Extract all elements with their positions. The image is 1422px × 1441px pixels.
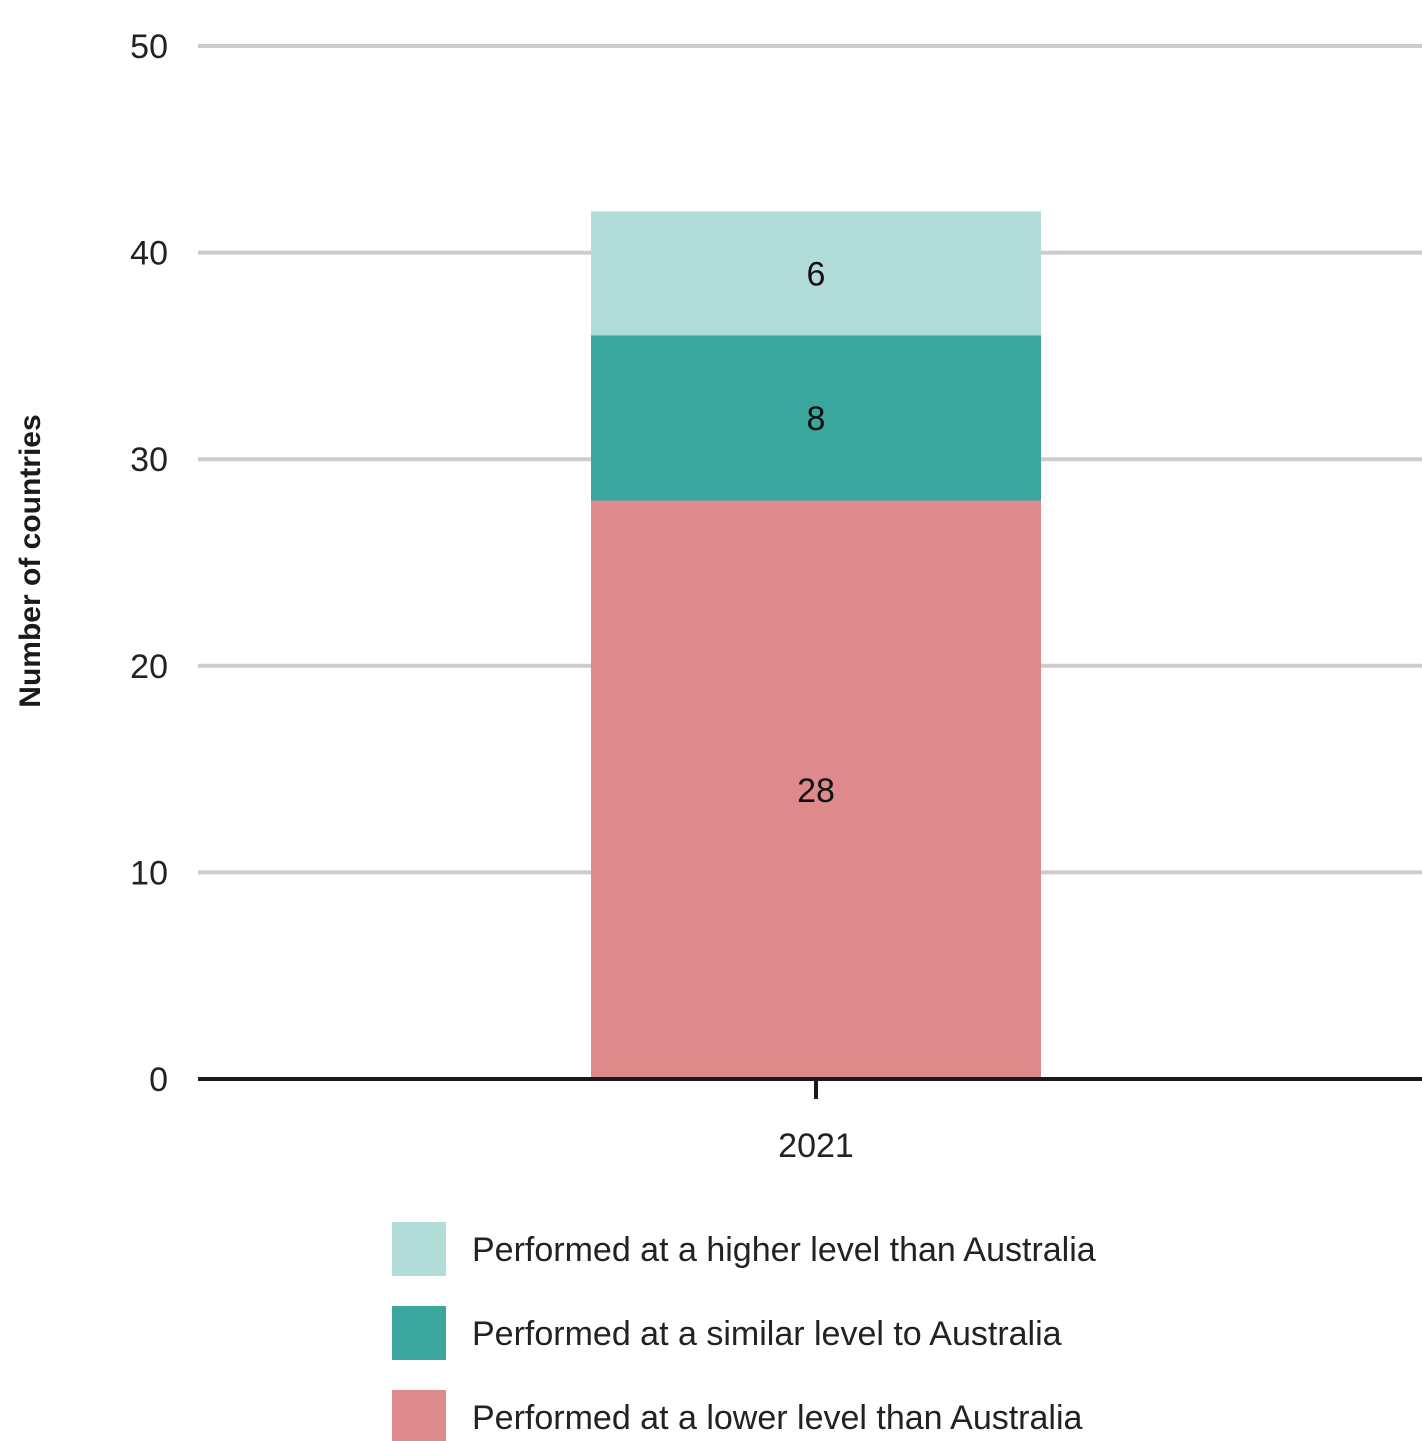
legend-swatch <box>392 1390 446 1441</box>
y-tick-label: 20 <box>130 648 168 686</box>
bar-data-label: 8 <box>807 400 826 438</box>
legend-label: Performed at a similar level to Australi… <box>472 1315 1062 1353</box>
legend-label: Performed at a higher level than Austral… <box>472 1231 1096 1269</box>
data-labels: 28 8 6 <box>797 255 835 810</box>
axes: 0 10 20 30 40 50 2021 <box>130 28 1422 1165</box>
y-tick-label: 0 <box>149 1061 168 1099</box>
bar-data-label: 6 <box>807 255 826 293</box>
legend: Performed at a higher level than Austral… <box>392 1222 1096 1441</box>
bars <box>591 211 1041 1079</box>
y-tick-label: 30 <box>130 441 168 479</box>
bar-segment <box>591 211 1041 336</box>
bar-data-label: 28 <box>797 772 835 810</box>
legend-label: Performed at a lower level than Australi… <box>472 1399 1083 1437</box>
y-tick-label: 10 <box>130 854 168 892</box>
bar-segment <box>591 335 1041 501</box>
y-tick-label: 40 <box>130 235 168 273</box>
y-tick-label: 50 <box>130 28 168 66</box>
legend-swatch <box>392 1222 446 1276</box>
y-axis-title: Number of countries <box>14 414 47 707</box>
bar-segment <box>591 500 1041 1079</box>
x-tick-label: 2021 <box>778 1127 854 1165</box>
legend-swatch <box>392 1306 446 1360</box>
